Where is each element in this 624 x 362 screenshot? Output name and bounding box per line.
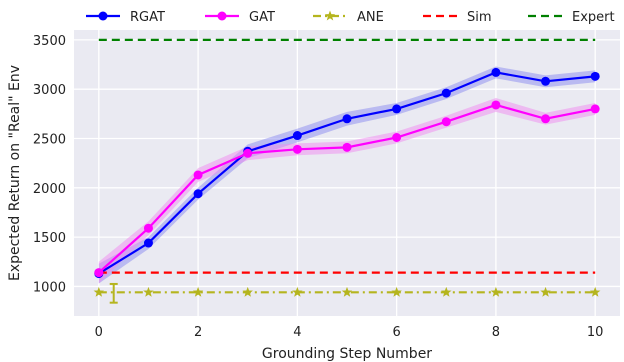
ane-point [540,286,551,297]
y-tick-label: 2000 [33,182,66,197]
legend: RGAT GAT ANE Sim Expert [86,10,615,25]
ane-point [143,286,154,297]
gat-point [193,170,203,180]
ane-point [441,286,452,297]
ane-point [391,286,402,297]
gat-point [590,104,600,114]
tick-labels: 0 2 4 6 8 10 1000 1500 2000 2500 3000 3500 [33,34,604,340]
legend-expert-label: Expert [572,10,615,25]
y-tick-label: 1500 [33,231,66,246]
rgat-point [292,131,302,141]
rgat-point [491,67,501,77]
legend-gat-marker [217,11,227,21]
legend-rgat-label: RGAT [130,10,165,25]
rgat-point [342,114,352,124]
legend-ane-label: ANE [357,10,384,25]
x-tick-label: 8 [492,325,500,340]
ane-point [341,286,353,297]
gat-point [94,268,104,278]
y-axis-label: Expected Return on "Real" Env [7,65,23,281]
grid [74,30,620,316]
legend-gat-label: GAT [249,10,275,25]
rgat-point [590,71,600,81]
x-tick-label: 0 [95,325,103,340]
x-tick-label: 10 [587,325,604,340]
x-tick-label: 6 [392,325,400,340]
ane-point [242,286,253,297]
x-tick-label: 4 [293,325,301,340]
gat-point [292,144,302,154]
ane-point [589,286,601,297]
rgat-point [193,189,203,199]
y-tick-label: 2500 [33,132,66,147]
x-axis-label: Grounding Step Number [262,346,432,362]
x-tick-label: 2 [194,325,202,340]
gat-point [441,117,451,127]
ane-point [490,286,502,297]
rgat-point [392,104,402,114]
legend-sim-label: Sim [467,10,492,25]
gat-point [342,142,352,152]
y-tick-label: 3000 [33,83,66,98]
rgat-point [441,88,451,98]
gat-point [392,132,402,142]
gat-point [491,100,501,110]
legend-ane-marker [324,10,336,21]
ane-point [93,286,105,297]
legend-rgat-marker [98,11,108,21]
gat-point [243,148,253,158]
gat-point [143,223,153,233]
ane-point [192,286,204,297]
series-markers [93,67,601,304]
rgat-point [541,76,551,86]
ane-point [292,286,303,297]
y-tick-label: 3500 [33,34,66,49]
rgat-point [143,238,153,248]
y-tick-label: 1000 [33,280,66,295]
gat-point [541,114,551,124]
